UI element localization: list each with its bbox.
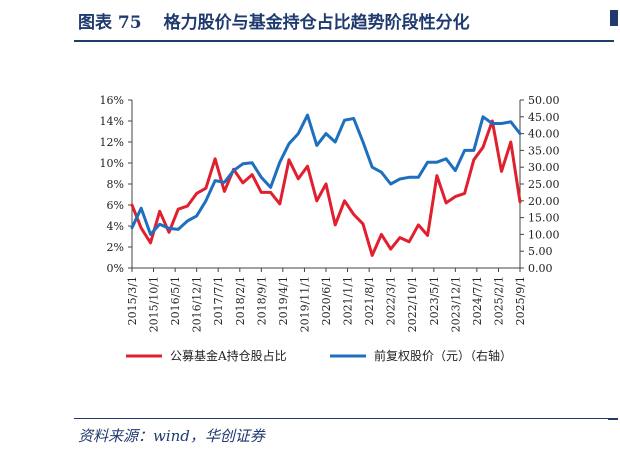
series-price-path <box>130 113 522 236</box>
y-left-tick-label: 6% <box>107 199 124 212</box>
x-tick-label: 2016/12/1 <box>191 276 204 332</box>
x-tick-label: 2023/12/1 <box>449 276 462 332</box>
y-right-tick-label: 10.00 <box>528 228 560 241</box>
x-tick-label: 2018/2/1 <box>234 276 247 325</box>
x-tick-label: 2022/3/1 <box>385 276 398 325</box>
series-price-line <box>130 113 522 236</box>
chart-axes: 0% 2% 4% 6% 8% 10% 12% 14% 16% 0.00 5.00 10.00 15.00… <box>100 94 560 332</box>
series-holding-path <box>130 119 522 257</box>
series-holding-line <box>130 119 522 257</box>
figure-label: 图表 75 <box>78 13 142 33</box>
y-left-tick-label: 0% <box>107 262 124 275</box>
y-right-tick-label: 30.00 <box>528 161 560 174</box>
x-tick-label: 2019/4/1 <box>277 276 290 325</box>
y-right-tick-label: 5.00 <box>528 245 553 258</box>
y-right-tick-label: 25.00 <box>528 178 560 191</box>
source-note: 资料来源：wind，华创证券 <box>78 427 265 445</box>
figure-title: 图表 75 格力股价与基金持仓占比趋势阶段性分化 <box>78 8 470 33</box>
x-tick-label: 2025/9/1 <box>514 276 527 325</box>
x-tick-label: 2015/10/1 <box>148 276 161 332</box>
y-right-tick-label: 35.00 <box>528 144 560 157</box>
x-tick-label: 2015/3/1 <box>126 276 139 325</box>
title-rule <box>74 40 614 42</box>
y-left-tick-label: 16% <box>100 94 124 107</box>
x-tick-label: 2022/10/1 <box>406 276 419 332</box>
x-tick-label: 2024/7/1 <box>471 276 484 325</box>
legend-label-holding: 公募基金A持仓股占比 <box>170 348 287 363</box>
y-left-tick-label: 14% <box>100 115 124 128</box>
x-tick-label: 2019/11/1 <box>298 276 311 332</box>
y-left-tick-label: 12% <box>100 136 124 149</box>
adjacent-panel-edge <box>610 10 618 26</box>
x-tick-label: 2016/5/1 <box>169 276 182 325</box>
adjacent-panel-edge-bottom <box>608 418 618 420</box>
y-left-tick-label: 2% <box>107 241 124 254</box>
y-left-tick-label: 8% <box>107 178 124 191</box>
y-right-tick-label: 40.00 <box>528 128 560 141</box>
figure-title-text: 格力股价与基金持仓占比趋势阶段性分化 <box>163 13 470 33</box>
y-right-tick-label: 15.00 <box>528 212 560 225</box>
x-tick-label: 2017/7/1 <box>212 276 225 325</box>
y-right-tick-label: 45.00 <box>528 111 560 124</box>
footer-rule <box>74 418 614 419</box>
x-tick-label: 2025/2/1 <box>492 276 505 325</box>
y-left-tick-label: 4% <box>107 220 124 233</box>
y-left-tick-label: 10% <box>100 157 124 170</box>
y-right-tick-label: 50.00 <box>528 94 560 107</box>
x-tick-label: 2020/6/1 <box>320 276 333 325</box>
x-tick-label: 2018/9/1 <box>255 276 268 325</box>
legend-label-price: 前复权股价（元）（右轴） <box>374 348 512 363</box>
x-tick-label: 2021/8/1 <box>363 276 376 325</box>
chart-legend: 公募基金A持仓股占比 前复权股价（元）（右轴） <box>126 348 512 363</box>
x-tick-label: 2023/5/1 <box>428 276 441 325</box>
x-tick-label: 2021/1/1 <box>342 276 355 325</box>
y-right-tick-label: 0.00 <box>528 262 553 275</box>
y-right-tick-label: 20.00 <box>528 195 560 208</box>
